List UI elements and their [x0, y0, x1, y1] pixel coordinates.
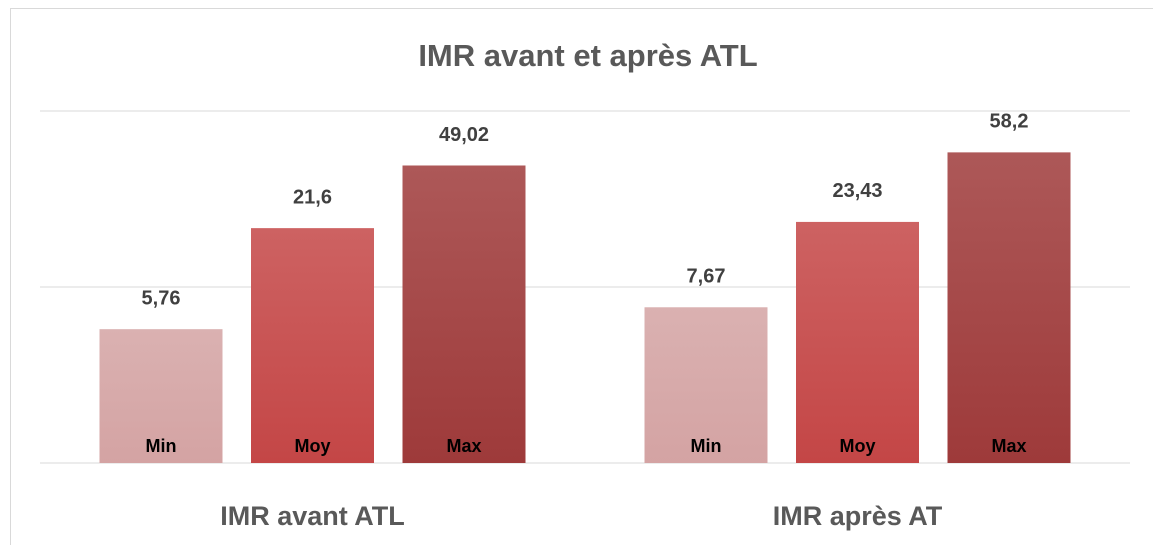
series-label: Max: [991, 436, 1026, 456]
series-label: Moy: [295, 436, 331, 456]
bar: [99, 329, 223, 463]
bar: [251, 228, 374, 463]
data-label: 21,6: [293, 186, 332, 208]
series-label: Max: [446, 436, 481, 456]
bar: [947, 152, 1071, 464]
data-label: 58,2: [990, 111, 1029, 133]
x-tick-label: IMR avant ATL: [220, 501, 405, 531]
chart-title: IMR avant et après ATL: [418, 38, 757, 73]
data-label: 5,76: [142, 287, 181, 309]
series-label: Moy: [840, 436, 876, 456]
data-label: 23,43: [832, 180, 882, 202]
bar: [402, 165, 526, 463]
bar: [644, 307, 768, 463]
series-label: Min: [146, 436, 177, 456]
series-label: Min: [691, 436, 722, 456]
x-tick-label: IMR après AT: [773, 501, 943, 531]
data-label: 7,67: [687, 266, 726, 288]
bar: [796, 221, 919, 463]
data-label: 49,02: [439, 124, 489, 146]
